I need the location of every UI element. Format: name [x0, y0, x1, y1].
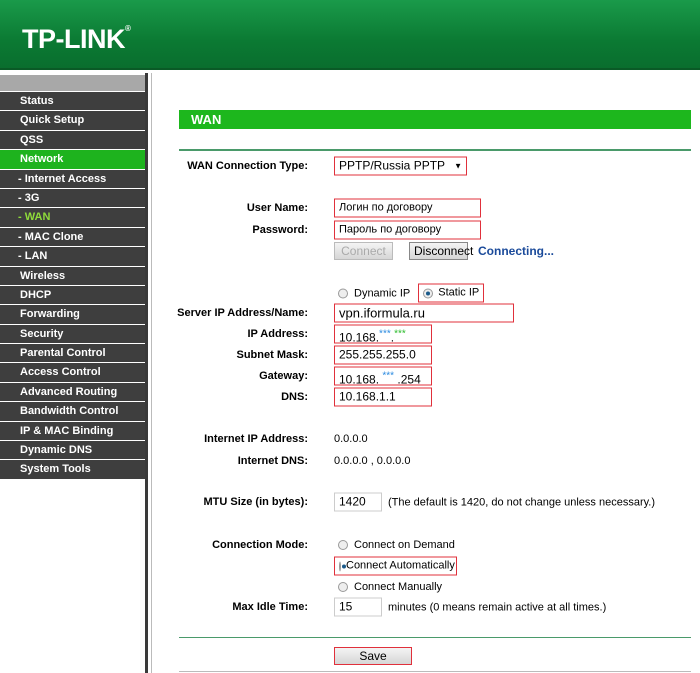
- connection-status: Connecting...: [478, 244, 554, 258]
- server-input[interactable]: vpn.iformula.ru: [334, 303, 514, 323]
- sidebar-item-status[interactable]: Status: [0, 92, 145, 111]
- divider: [179, 637, 691, 638]
- sidebar-item-advanced-routing[interactable]: Advanced Routing: [0, 382, 145, 402]
- main-panel: WAN WAN Connection Type: PPTP/Russia PPT…: [151, 73, 700, 673]
- gateway-prefix: 10.168.: [339, 372, 380, 387]
- server-label: Server IP Address/Name:: [177, 307, 308, 319]
- internet-dns-value: 0.0.0.0 , 0.0.0.0: [334, 455, 411, 467]
- password-input[interactable]: Пароль по договору: [334, 220, 481, 240]
- sidebar: Status Quick Setup QSS Network - Internet Ac…: [0, 73, 148, 673]
- connect-button[interactable]: Connect: [334, 242, 393, 260]
- max-idle-hint: minutes (0 means remain active at all ti…: [388, 601, 607, 613]
- wan-type-value: PPTP/Russia PPTP: [339, 158, 446, 173]
- sidebar-item-3g[interactable]: - 3G: [0, 188, 145, 208]
- tp-link-logo: TP-LINK®: [22, 24, 131, 55]
- sidebar-item-wireless[interactable]: Wireless: [0, 266, 145, 285]
- page-title: WAN: [179, 110, 691, 129]
- internet-ip-value: 0.0.0.0: [334, 433, 368, 445]
- subnet-label: Subnet Mask:: [236, 349, 308, 361]
- gateway-suffix: .254: [397, 372, 421, 387]
- sidebar-item-dynamic-dns[interactable]: Dynamic DNS: [0, 441, 145, 460]
- connect-on-demand-radio[interactable]: [338, 540, 348, 550]
- disconnect-button[interactable]: Disconnect: [409, 242, 473, 260]
- static-ip-option[interactable]: Static IP: [418, 283, 485, 303]
- static-ip-label: Static IP: [438, 286, 480, 299]
- header: TP-LINK®: [0, 0, 700, 70]
- ip-mask: ***: [379, 328, 391, 340]
- gateway-input[interactable]: 10.168. *** .254: [334, 366, 432, 387]
- internet-ip-label: Internet IP Address:: [204, 433, 308, 445]
- sidebar-item-lan[interactable]: - LAN: [0, 247, 145, 266]
- wan-type-label: WAN Connection Type:: [187, 160, 308, 172]
- subnet-input[interactable]: 255.255.255.0: [334, 345, 432, 365]
- divider: [179, 149, 691, 151]
- sidebar-item-wan[interactable]: - WAN: [0, 208, 145, 227]
- username-label: User Name:: [246, 202, 308, 214]
- ip-dot: .: [390, 330, 395, 345]
- sidebar-item-access-control[interactable]: Access Control: [0, 363, 145, 382]
- username-input[interactable]: Логин по договору: [334, 198, 481, 218]
- dynamic-ip-label: Dynamic IP: [354, 287, 411, 299]
- ip-input[interactable]: 10.168.***.***: [334, 324, 432, 345]
- sidebar-top-bar: [0, 75, 145, 91]
- connect-on-demand-label: Connect on Demand: [354, 539, 455, 551]
- sidebar-item-mac-clone[interactable]: - MAC Clone: [0, 227, 145, 247]
- save-button[interactable]: Save: [334, 647, 412, 665]
- sidebar-item-qss[interactable]: QSS: [0, 130, 145, 150]
- divider: [179, 671, 691, 672]
- sidebar-item-dhcp[interactable]: DHCP: [0, 285, 145, 305]
- wan-type-select[interactable]: PPTP/Russia PPTP ▼: [334, 156, 467, 176]
- dynamic-ip-radio[interactable]: [338, 288, 348, 298]
- connect-automatically-option[interactable]: Connect Automatically: [334, 556, 457, 576]
- mtu-input[interactable]: 1420: [334, 492, 382, 512]
- ip-label: IP Address:: [247, 328, 308, 340]
- sidebar-item-security[interactable]: Security: [0, 324, 145, 344]
- sidebar-item-parental-control[interactable]: Parental Control: [0, 344, 145, 363]
- sidebar-item-forwarding[interactable]: Forwarding: [0, 305, 145, 324]
- ip-prefix: 10.168.: [339, 330, 380, 345]
- static-ip-radio[interactable]: [423, 288, 434, 298]
- sidebar-item-bandwidth-control[interactable]: Bandwidth Control: [0, 402, 145, 421]
- connect-manually-label: Connect Manually: [354, 581, 443, 593]
- password-label: Password:: [252, 224, 308, 236]
- connection-mode-label: Connection Mode:: [212, 539, 308, 551]
- sidebar-item-system-tools[interactable]: System Tools: [0, 460, 145, 479]
- mtu-hint: (The default is 1420, do not change unle…: [388, 496, 656, 508]
- sidebar-item-quick-setup[interactable]: Quick Setup: [0, 111, 145, 130]
- logo-text: TP-LINK: [22, 24, 125, 54]
- max-idle-input[interactable]: 15: [334, 597, 382, 617]
- mtu-label: MTU Size (in bytes):: [203, 496, 308, 508]
- gateway-label: Gateway:: [259, 370, 308, 382]
- sidebar-item-network[interactable]: Network: [0, 150, 145, 169]
- dns-input[interactable]: 10.168.1.1: [334, 387, 432, 407]
- gateway-mask: ***: [382, 370, 395, 382]
- dropdown-arrow-icon: ▼: [454, 161, 462, 171]
- sidebar-item-internet-access[interactable]: - Internet Access: [0, 169, 145, 188]
- sidebar-item-ip-mac-binding[interactable]: IP & MAC Binding: [0, 421, 145, 441]
- connect-automatically-label: Connect Automatically: [346, 559, 455, 572]
- connect-automatically-radio[interactable]: [339, 561, 346, 571]
- max-idle-label: Max Idle Time:: [232, 601, 308, 613]
- dns-label: DNS:: [281, 391, 308, 403]
- registered-mark: ®: [124, 24, 131, 33]
- ip-mask: ***: [394, 328, 406, 340]
- connect-manually-radio[interactable]: [338, 582, 348, 592]
- internet-dns-label: Internet DNS:: [237, 455, 308, 467]
